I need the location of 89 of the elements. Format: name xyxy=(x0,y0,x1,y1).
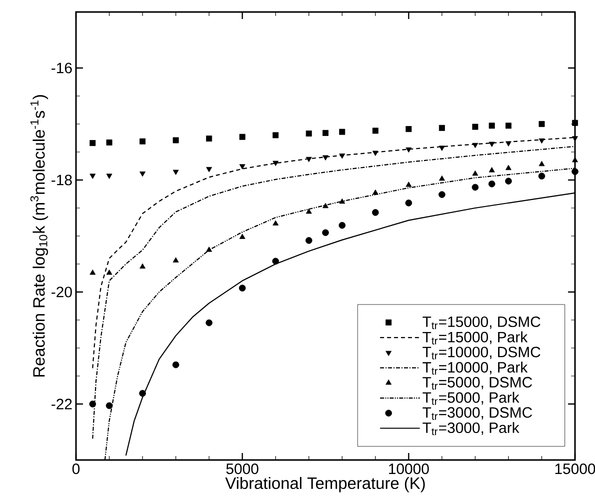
point xyxy=(90,270,96,275)
point xyxy=(139,390,146,397)
x-tick-label: 5000 xyxy=(226,464,258,474)
legend-label: T$_{tr}$=3000, DSMC xyxy=(422,407,532,420)
point xyxy=(406,182,412,187)
point xyxy=(339,128,346,135)
point xyxy=(140,138,146,144)
point xyxy=(372,150,378,156)
point xyxy=(572,168,578,175)
point xyxy=(505,178,512,185)
point xyxy=(206,319,212,326)
point xyxy=(140,263,146,269)
point xyxy=(438,124,445,131)
y-tick-label: -16 xyxy=(52,62,72,74)
point xyxy=(106,174,112,179)
point xyxy=(306,156,312,162)
point xyxy=(322,229,329,236)
point xyxy=(438,175,445,181)
point xyxy=(322,202,328,208)
point xyxy=(206,167,212,172)
point xyxy=(106,139,112,146)
point xyxy=(90,174,96,179)
point xyxy=(272,258,279,265)
point xyxy=(406,126,412,132)
point xyxy=(338,222,346,229)
x-tick-label: 0 xyxy=(72,464,80,474)
point xyxy=(438,146,445,151)
point xyxy=(322,155,328,160)
point xyxy=(538,138,545,144)
point xyxy=(322,130,328,136)
legend-label: T$_{tr}$=5000, DSMC xyxy=(422,376,532,390)
text: Reaction Rate log$_{10}$k (m$^{3}$molecule$^{-1}$s$^{-1}$) xyxy=(30,95,48,377)
y-tick-label: -20 xyxy=(52,286,72,298)
point xyxy=(505,122,512,129)
point xyxy=(206,136,212,142)
point xyxy=(538,160,545,166)
x-tick-label: 10000 xyxy=(389,464,429,474)
point xyxy=(239,164,246,170)
point xyxy=(406,147,412,153)
point xyxy=(172,257,179,262)
point xyxy=(538,121,545,127)
point xyxy=(472,124,478,130)
point xyxy=(472,170,478,176)
point xyxy=(472,184,479,191)
point xyxy=(488,180,496,188)
y-tick-label: -18 xyxy=(52,174,72,186)
point xyxy=(339,198,346,204)
point xyxy=(488,142,495,147)
point xyxy=(438,191,446,198)
point xyxy=(488,122,495,129)
point xyxy=(206,246,212,252)
point xyxy=(472,142,478,148)
legend-label: T$_{tr}$=3000, Park xyxy=(422,422,520,436)
point xyxy=(239,234,246,239)
point xyxy=(306,130,312,137)
point xyxy=(405,200,412,206)
legend-label: T$_{tr}$=10000, Park xyxy=(422,362,528,375)
point xyxy=(488,167,495,172)
y-tick-label: -22 xyxy=(52,398,72,410)
legend-label: T$_{tr}$=10000, DSMC xyxy=(422,346,540,360)
point xyxy=(239,134,246,140)
point xyxy=(238,284,246,292)
point xyxy=(140,171,146,177)
point xyxy=(372,128,378,134)
point xyxy=(506,164,512,170)
point xyxy=(89,400,96,408)
legend-label: T$_{tr}$=15000, DSMC xyxy=(422,316,540,330)
point xyxy=(106,402,113,410)
point xyxy=(172,137,179,144)
point xyxy=(306,208,312,214)
point xyxy=(572,120,578,126)
x-axis-title: Vibrational Temperature (K) xyxy=(225,476,425,492)
point xyxy=(372,209,379,216)
point xyxy=(372,189,378,195)
point xyxy=(339,154,346,159)
point xyxy=(106,270,112,275)
point xyxy=(305,237,312,244)
point xyxy=(172,361,180,368)
legend-label: T$_{tr}$=5000, Park xyxy=(422,392,520,405)
point xyxy=(272,132,279,138)
point xyxy=(506,141,512,146)
point xyxy=(538,172,546,180)
point xyxy=(90,140,96,146)
point xyxy=(272,160,279,166)
point xyxy=(172,170,179,175)
legend-label: T$_{tr}$=15000, Park xyxy=(422,331,528,344)
x-tick-label: 15000 xyxy=(555,464,595,474)
point xyxy=(572,157,578,162)
point xyxy=(272,220,279,226)
